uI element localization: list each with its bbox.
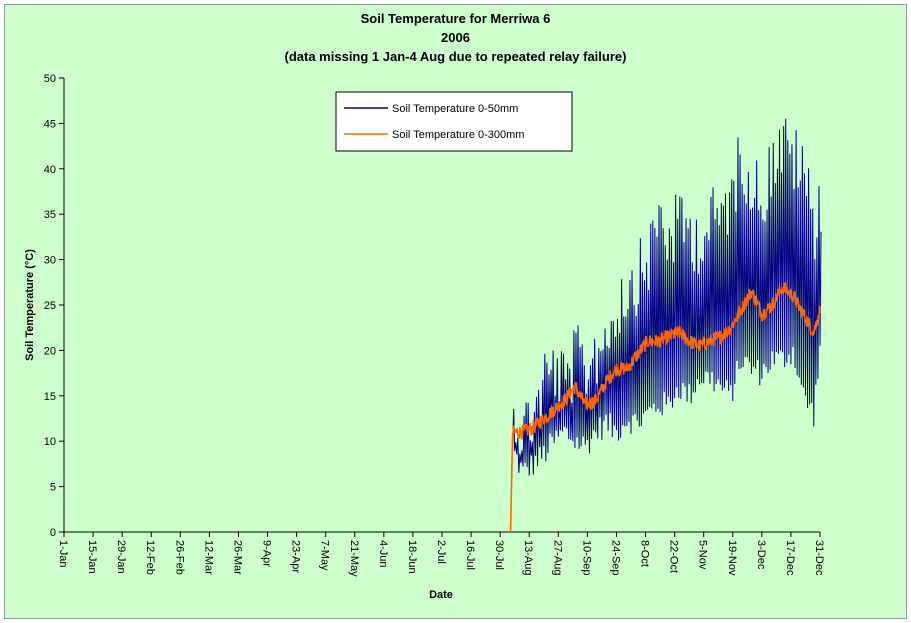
x-tick-label: 16-Jul [464, 540, 476, 570]
x-tick-label: 15-Jan [86, 540, 98, 574]
x-tick-label: 23-Apr [290, 540, 302, 573]
x-tick-label: 24-Sep [609, 540, 621, 575]
x-axis: 1-Jan 15-Jan 29-Jan 12-Feb 26-Feb 12-Mar 26-Ma… [57, 531, 825, 577]
x-tick-label: 26-Mar [231, 540, 243, 575]
x-tick-label: 19-Nov [726, 540, 738, 576]
y-tick-label: 10 [44, 436, 56, 448]
legend: Soil Temperature 0-50mm Soil Temperature… [335, 91, 573, 152]
y-axis-title: Soil Temperature (°C) [24, 249, 36, 361]
x-tick-label: 18-Jun [406, 540, 418, 574]
x-tick-label: 27-Aug [551, 540, 563, 575]
x-tick-label: 31-Dec [813, 540, 825, 576]
y-tick-label: 35 [44, 209, 56, 221]
chart-title: Soil Temperature for Merriwa 6 [360, 11, 551, 26]
x-tick-label: 12-Feb [144, 540, 156, 575]
x-tick-label: 4-Jun [377, 540, 389, 568]
x-tick-label: 3-Dec [755, 540, 767, 570]
chart-subtitle: 2006 [441, 30, 470, 45]
x-tick-label: 17-Dec [784, 540, 796, 576]
y-axis: 0 5 10 15 20 25 30 35 40 45 50 [44, 73, 65, 539]
x-tick-label: 21-May [348, 540, 360, 577]
x-tick-label: 12-Mar [202, 540, 214, 575]
x-tick-label: 29-Jan [115, 540, 127, 574]
legend-box [335, 91, 573, 152]
series-line-0-300mm [509, 282, 821, 533]
x-tick-label: 30-Jul [493, 540, 505, 570]
x-tick-label: 2-Jul [435, 540, 447, 564]
chart-title-block: Soil Temperature for Merriwa 6 2006 (dat… [0, 9, 911, 66]
y-tick-label: 15 [44, 391, 56, 403]
x-tick-label: 22-Oct [668, 540, 680, 573]
y-tick-label: 25 [44, 300, 56, 312]
chart-note: (data missing 1 Jan-4 Aug due to repeate… [284, 49, 627, 64]
x-tick-label: 8-Oct [639, 540, 651, 567]
y-tick-label: 20 [44, 345, 56, 357]
y-tick-label: 0 [50, 527, 56, 539]
legend-label-series-0: Soil Temperature 0-50mm [392, 103, 518, 115]
y-tick-label: 40 [44, 164, 56, 176]
series-line-0-50mm [512, 118, 822, 476]
y-tick-label: 5 [50, 482, 56, 494]
x-tick-label: 13-Aug [522, 540, 534, 575]
x-tick-label: 10-Sep [580, 540, 592, 575]
y-tick-label: 50 [44, 73, 56, 85]
x-axis-title: Date [429, 589, 453, 601]
legend-label-series-1: Soil Temperature 0-300mm [392, 129, 524, 141]
x-tick-label: 1-Jan [57, 540, 69, 568]
y-tick-label: 30 [44, 255, 56, 267]
x-tick-label: 9-Apr [261, 540, 273, 567]
x-tick-label: 7-May [319, 540, 331, 571]
x-tick-label: 5-Nov [697, 540, 709, 570]
y-tick-label: 45 [44, 118, 56, 130]
x-tick-label: 26-Feb [173, 540, 185, 575]
series-group [509, 118, 822, 533]
